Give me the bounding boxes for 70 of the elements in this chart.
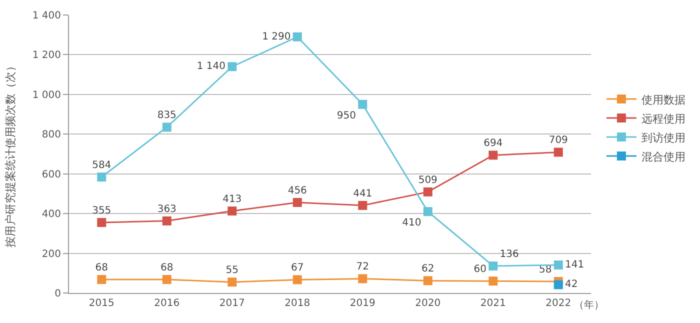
data-label: 584: [92, 160, 112, 171]
data-label: 363: [157, 204, 176, 215]
point: [162, 122, 172, 132]
y-tick-label: 400: [42, 209, 61, 220]
point: [358, 200, 368, 210]
data-label: 68: [160, 262, 174, 274]
x-axis-title: （年）: [574, 299, 604, 311]
data-label: 509: [418, 174, 438, 186]
x-tick-label: 2022: [546, 298, 572, 309]
y-tick-label: 200: [42, 248, 61, 260]
point: [554, 260, 563, 270]
point: [97, 275, 106, 284]
y-tick-label: 800: [42, 130, 61, 141]
point: [228, 278, 237, 287]
data-label: 355: [92, 205, 112, 216]
point: [358, 274, 368, 284]
y-axis-title: 按用户研究提案统计使用频次数（次）: [4, 60, 18, 248]
point: [488, 150, 498, 160]
point: [488, 276, 498, 286]
data-label: 42: [565, 279, 578, 290]
y-tick-label: 1 000: [32, 90, 61, 101]
data-label: 413: [222, 194, 242, 205]
data-label: 410: [402, 218, 422, 229]
data-label: 55: [226, 264, 238, 276]
point: [97, 172, 106, 182]
legend-label: 远程使用: [641, 112, 686, 126]
point: [228, 62, 237, 72]
data-label: 1 290: [262, 31, 291, 42]
point: [358, 100, 368, 109]
point: [423, 187, 432, 196]
legend-label: 到访使用: [641, 131, 686, 144]
y-tick-label: 1 400: [32, 10, 61, 22]
x-tick-label: 2018: [284, 298, 310, 309]
data-label: 694: [484, 138, 503, 150]
data-label: 136: [500, 248, 519, 260]
point: [162, 216, 172, 226]
data-label: 709: [548, 135, 568, 146]
x-tick-label: 2021: [480, 298, 506, 309]
data-label: 441: [353, 188, 372, 200]
data-label: 60: [474, 264, 487, 275]
y-tick-label: 0: [54, 288, 61, 300]
data-label: 456: [288, 185, 307, 196]
point: [423, 276, 432, 286]
point: [554, 148, 563, 157]
y-tick-label: 600: [42, 169, 61, 180]
x-tick-label: 2016: [154, 298, 180, 309]
data-label: 67: [291, 262, 304, 274]
point: [292, 275, 302, 284]
data-label: 950: [336, 110, 356, 122]
point: [97, 218, 106, 228]
data-label: 835: [157, 110, 176, 122]
data-label: 62: [422, 264, 434, 275]
point: [488, 261, 498, 270]
x-tick-label: 2017: [219, 298, 245, 309]
data-label: 1 140: [196, 61, 226, 72]
point: [554, 280, 563, 290]
x-tick-label: 2019: [350, 298, 376, 309]
data-label: 68: [95, 262, 108, 274]
point: [292, 198, 302, 207]
x-tick-label: 2015: [88, 298, 114, 309]
point: [162, 275, 172, 284]
data-label: 141: [565, 260, 584, 270]
legend-label: 使用数据: [641, 93, 686, 106]
y-tick-label: 1 200: [32, 50, 61, 62]
point: [228, 206, 237, 216]
point: [292, 32, 302, 42]
data-label: 72: [356, 262, 369, 273]
legend-label: 混合使用: [641, 150, 686, 164]
x-tick-label: 2020: [415, 298, 441, 309]
point: [423, 207, 432, 216]
